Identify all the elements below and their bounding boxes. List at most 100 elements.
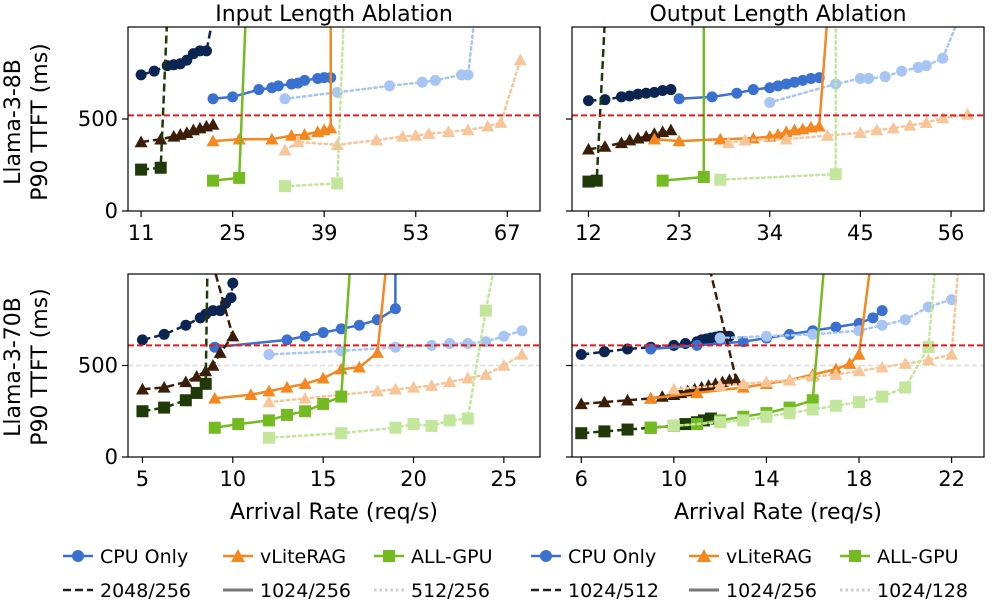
- series-line: [768, 27, 957, 104]
- data-point-square: [262, 414, 275, 427]
- data-point-circle: [317, 327, 329, 339]
- data-point-triangle: [722, 136, 736, 149]
- data-point-circle: [772, 80, 784, 92]
- data-point-triangle: [284, 129, 298, 141]
- data-point-square: [598, 425, 611, 438]
- legend-entry-all-gpu-2: ALL-GPU: [840, 546, 958, 568]
- data-point-square: [199, 377, 212, 390]
- y-tick-label: 500: [78, 354, 118, 378]
- data-point-triangle: [647, 132, 661, 145]
- data-point-circle: [615, 91, 627, 103]
- data-point-triangle: [779, 132, 793, 145]
- data-point-square: [667, 419, 680, 432]
- data-point-triangle: [820, 129, 834, 141]
- x-tick-label: 25: [490, 467, 517, 491]
- data-point-triangle: [157, 380, 171, 393]
- data-point-square: [407, 418, 420, 431]
- data-point-triangle: [298, 377, 312, 389]
- data-point-square: [317, 397, 330, 410]
- data-point-triangle: [713, 132, 727, 145]
- data-point-triangle: [597, 395, 611, 408]
- data-point-circle: [632, 88, 644, 100]
- data-point-square: [829, 399, 842, 412]
- x-tick-label: 18: [846, 467, 873, 491]
- chart-title: Output Length Ablation: [649, 2, 906, 27]
- data-point-triangle: [291, 135, 305, 148]
- series-line: [283, 27, 475, 101]
- data-point-circle: [180, 319, 192, 331]
- data-point-square: [190, 386, 203, 399]
- data-point-square: [425, 419, 438, 432]
- data-point-triangle: [852, 348, 866, 360]
- data-point-square: [233, 171, 246, 184]
- legend-entry-all-gpu: ALL-GPU: [374, 546, 492, 568]
- data-point-triangle: [852, 364, 866, 377]
- data-point-circle: [227, 277, 239, 289]
- data-point-square: [806, 403, 819, 416]
- x-tick-label: 15: [310, 467, 337, 491]
- data-point-circle: [516, 325, 528, 337]
- data-point-triangle: [621, 393, 635, 406]
- data-point-square: [644, 421, 657, 434]
- data-point-triangle: [370, 346, 384, 358]
- data-point-square: [299, 405, 312, 418]
- data-point-circle: [281, 334, 293, 346]
- series-line: [214, 274, 387, 400]
- series-line: [283, 58, 522, 152]
- data-point-circle: [335, 323, 347, 335]
- data-point-circle: [225, 292, 237, 304]
- series-line: [650, 309, 883, 351]
- data-point-circle: [780, 78, 792, 90]
- data-point-triangle: [690, 386, 704, 399]
- data-point-square: [621, 423, 634, 436]
- data-point-square: [876, 390, 889, 403]
- data-point-circle: [429, 74, 441, 86]
- series-vlite-2: [722, 107, 975, 149]
- data-point-triangle: [513, 53, 527, 66]
- data-point-square: [154, 161, 167, 174]
- data-point-circle: [582, 95, 594, 107]
- y-tick-label: 500: [78, 107, 118, 131]
- legend-label: ALL-GPU: [877, 546, 958, 568]
- data-point-circle: [784, 328, 796, 340]
- data-point-circle: [158, 328, 170, 340]
- data-point-circle: [498, 330, 510, 342]
- data-point-circle: [863, 73, 875, 85]
- data-point-triangle: [226, 329, 240, 342]
- legend-label: 512/256: [411, 580, 490, 602]
- data-point-square: [232, 418, 245, 431]
- data-point-triangle: [206, 118, 220, 130]
- ylabel-top: P90 TTFT (ms): [28, 43, 53, 201]
- data-point-circle: [253, 84, 265, 96]
- data-point-circle: [384, 80, 396, 92]
- legend-label: CPU Only: [568, 546, 656, 568]
- data-point-triangle: [672, 134, 686, 147]
- series-cpu-0: [135, 27, 213, 81]
- data-point-triangle: [461, 123, 475, 136]
- data-point-triangle: [875, 360, 889, 373]
- data-point-triangle: [298, 391, 312, 404]
- data-point-triangle: [425, 379, 439, 391]
- data-point-triangle: [729, 373, 743, 386]
- data-point-circle: [876, 305, 888, 317]
- data-point-square: [281, 408, 294, 421]
- series-gpu-0: [582, 27, 606, 188]
- data-point-triangle: [806, 369, 820, 382]
- series-gpu-2: [278, 27, 345, 193]
- data-point-triangle: [494, 116, 508, 128]
- series-cpu-2: [279, 27, 475, 105]
- data-point-circle: [279, 93, 291, 105]
- data-point-circle: [920, 60, 932, 72]
- x-tick-label: 20: [400, 467, 427, 491]
- data-point-triangle: [574, 397, 588, 410]
- series-vlite-1: [206, 27, 338, 147]
- series-gpu-1: [207, 27, 247, 187]
- series-gpu-2: [714, 27, 842, 186]
- legend-entry-vliterag-2: vLiteRAG: [689, 546, 812, 568]
- chart-panel-4: 6 10 14 18 22 Arrival Rate (req/s): [566, 273, 985, 525]
- data-point-triangle: [396, 129, 410, 142]
- data-point-square: [278, 180, 291, 193]
- series-gpu-1: [656, 27, 710, 187]
- legend-entry-2048-256: 2048/256: [63, 580, 191, 602]
- data-point-square: [136, 405, 149, 418]
